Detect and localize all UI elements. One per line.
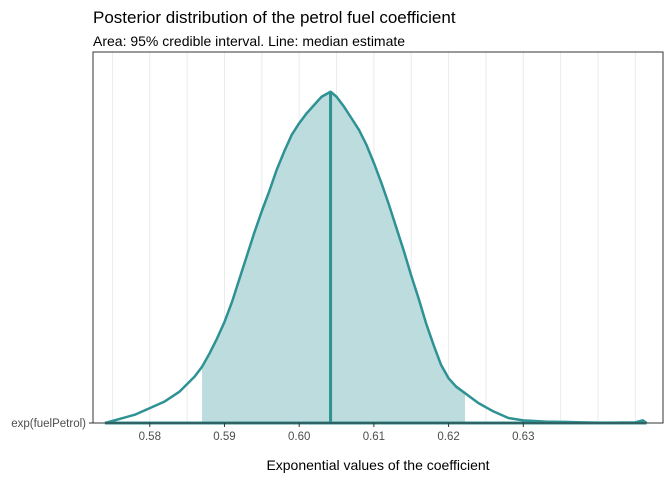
panel-border [92,51,664,424]
x-tick-label: 0.62 [437,431,459,443]
x-tick-label: 0.60 [288,431,310,443]
y-category-label: exp(fuelPetrol) [11,418,86,430]
x-axis-title: Exponential values of the coefficient [266,457,489,473]
density-line [104,90,648,425]
chart-title: Posterior distribution of the petrol fue… [93,8,456,27]
credible-interval-area [202,91,466,423]
x-tick-label: 0.63 [512,431,534,443]
y-axis: exp(fuelPetrol) [11,418,93,430]
chart-subtitle: Area: 95% credible interval. Line: media… [93,33,405,49]
credible-interval-area-layer [202,91,466,423]
x-tick-label: 0.61 [363,431,385,443]
x-axis: 0.58 0.59 0.60 0.61 0.62 0.63 [139,423,534,443]
x-tick-label: 0.59 [213,431,235,443]
x-tick-label: 0.58 [139,431,161,443]
